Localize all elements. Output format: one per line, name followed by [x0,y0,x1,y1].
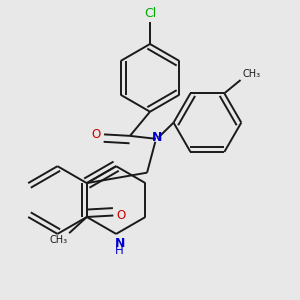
Text: O: O [116,209,125,222]
Text: H: H [115,244,124,257]
Text: N: N [115,237,125,250]
Text: CH₃: CH₃ [242,70,260,80]
Text: O: O [92,128,101,141]
Text: Cl: Cl [144,8,156,20]
Text: N: N [152,131,163,144]
Text: CH₃: CH₃ [50,235,68,245]
